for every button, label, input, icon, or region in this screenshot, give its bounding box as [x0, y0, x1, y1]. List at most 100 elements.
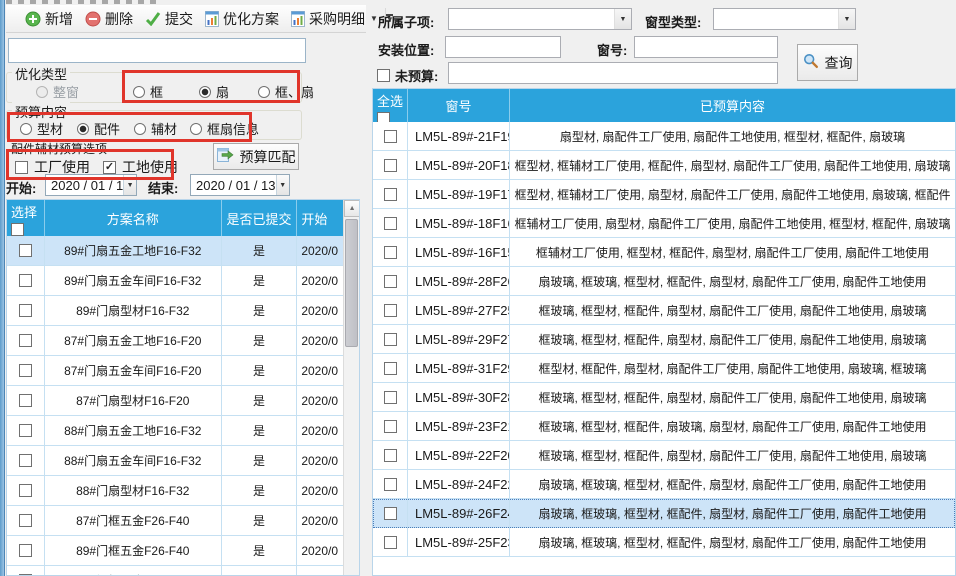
scrollbar-thumb[interactable]: [345, 219, 359, 347]
table-row-selected[interactable]: LM5L-89#-26F24 扇玻璃, 框玻璃, 框型材, 框配件, 扇型材, …: [373, 499, 955, 528]
table-row[interactable]: 87#门扇型材F16-F20 是 2020/0: [7, 386, 344, 416]
radio-profile[interactable]: 型材: [20, 119, 63, 138]
vertical-scrollbar[interactable]: ▲: [343, 200, 359, 575]
clipped-title-text: [6, 0, 156, 4]
table-row[interactable]: LM5L-89#-22F20 框玻璃, 框型材, 框配件, 扇型材, 扇配件工厂…: [373, 441, 955, 470]
radio-frame-sash[interactable]: 框、扇: [258, 82, 314, 101]
table-row[interactable]: 89#门框五金F26-F40 是 2020/0: [7, 536, 344, 566]
row-checkbox[interactable]: [383, 419, 397, 433]
plan-filter-input[interactable]: [8, 38, 306, 63]
budget-match-button[interactable]: 预算匹配: [213, 143, 299, 170]
select-all-checkbox[interactable]: [377, 112, 390, 122]
table-row[interactable]: LM5L-89#-16F15 框辅材工厂使用, 框型材, 框配件, 扇型材, 扇…: [373, 238, 955, 267]
chevron-down-icon[interactable]: ▼: [370, 14, 378, 23]
table-row[interactable]: LM5L-89#-29F27 框玻璃, 框型材, 框配件, 扇型材, 扇配件工厂…: [373, 325, 955, 354]
row-checkbox[interactable]: [383, 332, 397, 346]
row-checkbox[interactable]: [383, 535, 397, 549]
row-checkbox[interactable]: [18, 244, 32, 257]
row-checkbox[interactable]: [18, 574, 32, 575]
chevron-down-icon[interactable]: ▼: [275, 175, 289, 195]
table-row[interactable]: LM5L-89#-28F26 扇玻璃, 框玻璃, 框型材, 框配件, 扇型材, …: [373, 267, 955, 296]
sub-item-combo[interactable]: ▼: [448, 8, 632, 30]
unbudgeted-input[interactable]: [448, 62, 778, 84]
row-checkbox[interactable]: [18, 544, 32, 557]
radio-auxiliary[interactable]: 辅材: [134, 119, 177, 138]
window-type-combo[interactable]: ▼: [713, 8, 856, 30]
table-row[interactable]: LM5L-89#-27F25 框玻璃, 框型材, 框配件, 扇型材, 扇配件工厂…: [373, 296, 955, 325]
install-position-input[interactable]: [445, 36, 561, 58]
row-checkbox[interactable]: [383, 274, 397, 288]
optimize-plan-button[interactable]: 优化方案: [200, 7, 284, 31]
table-row[interactable]: LM5L-89#-23F21 框玻璃, 框型材, 框配件, 扇玻璃, 扇型材, …: [373, 412, 955, 441]
unbudgeted-checkbox[interactable]: 未预算:: [377, 66, 438, 85]
delete-label: 删除: [105, 10, 133, 27]
radio-frame-sash-info[interactable]: 框扇信息: [190, 119, 259, 138]
window-no-input[interactable]: [634, 36, 778, 58]
radio-sash[interactable]: 扇: [199, 82, 229, 101]
radio-accessory[interactable]: 配件: [77, 119, 120, 138]
table-row[interactable]: 89#门扇型材F16-F32 是 2020/0: [7, 296, 344, 326]
row-checkbox[interactable]: [383, 187, 397, 201]
row-checkbox[interactable]: [383, 158, 397, 172]
table-row[interactable]: LM5L-89#-24F22 扇玻璃, 框玻璃, 框型材, 框配件, 扇型材, …: [373, 470, 955, 499]
end-date-label: 结束:: [148, 181, 179, 196]
table-row[interactable]: LM5L-89#-30F28 框玻璃, 框型材, 框配件, 扇型材, 扇配件工厂…: [373, 383, 955, 412]
table-row[interactable]: LM5L-89#-21F19 扇型材, 扇配件工厂使用, 扇配件工地使用, 框型…: [373, 122, 955, 151]
row-checkbox[interactable]: [18, 334, 32, 347]
table-row[interactable]: LM5L-89#-25F23 扇玻璃, 框玻璃, 框型材, 框配件, 扇型材, …: [373, 528, 955, 557]
table-row[interactable]: LM5L-89#-20F18 框型材, 框辅材工厂使用, 框配件, 扇型材, 扇…: [373, 151, 955, 180]
table-row[interactable]: 88#门框五金F21-F40 是 2020/0: [7, 566, 344, 575]
query-button[interactable]: 查询: [797, 44, 858, 81]
table-row[interactable]: 89#门扇五金车间F16-F32 是 2020/0: [7, 266, 344, 296]
chevron-down-icon[interactable]: ▼: [614, 9, 631, 29]
start-date-picker[interactable]: 2020 / 01 / 1 ▼: [45, 174, 137, 196]
window-type-label: 窗型类型:: [645, 15, 702, 30]
report-icon: [291, 10, 305, 27]
toolbar-overflow-button[interactable]: ▼: [384, 7, 394, 30]
select-all-checkbox[interactable]: [11, 223, 24, 236]
add-button[interactable]: 新增: [20, 7, 78, 31]
table-row[interactable]: LM5L-89#-31F29 框型材, 框配件, 扇型材, 扇配件工厂使用, 扇…: [373, 354, 955, 383]
row-checkbox[interactable]: [18, 304, 32, 317]
end-date-picker[interactable]: 2020 / 01 / 13 ▼: [190, 174, 290, 196]
row-checkbox[interactable]: [18, 364, 32, 377]
chevron-down-icon[interactable]: ▼: [123, 175, 136, 195]
table-row[interactable]: 88#门扇型材F16-F32 是 2020/0: [7, 476, 344, 506]
table-row[interactable]: 87#门扇五金车间F16-F20 是 2020/0: [7, 356, 344, 386]
table-row[interactable]: LM5L-89#-18F16 框辅材工厂使用, 扇型材, 扇配件工厂使用, 扇配…: [373, 209, 955, 238]
row-checkbox[interactable]: [18, 394, 32, 407]
row-checkbox[interactable]: [18, 514, 32, 527]
table-row[interactable]: LM5L-89#-19F17 框型材, 框辅材工厂使用, 扇型材, 扇配件工厂使…: [373, 180, 955, 209]
row-checkbox[interactable]: [18, 424, 32, 437]
row-checkbox[interactable]: [18, 484, 32, 497]
row-checkbox[interactable]: [383, 448, 397, 462]
row-checkbox[interactable]: [18, 454, 32, 467]
site-use-checkbox[interactable]: 工地使用: [103, 157, 178, 177]
delete-button[interactable]: 删除: [80, 7, 138, 31]
checkbox-icon: [15, 160, 28, 174]
radio-whole-window[interactable]: 整窗: [36, 82, 79, 101]
table-row[interactable]: 87#门框五金F26-F40 是 2020/0: [7, 506, 344, 536]
submit-button[interactable]: 提交: [140, 7, 198, 31]
purchase-detail-button[interactable]: 采购明细 ▼: [286, 7, 383, 31]
plan-name-header: 方案名称: [45, 200, 222, 236]
select-header-label: 选择: [11, 205, 38, 220]
row-checkbox[interactable]: [383, 216, 397, 230]
radio-frame[interactable]: 框: [133, 82, 163, 101]
table-row[interactable]: 89#门扇五金工地F16-F32 是 2020/0: [7, 236, 344, 266]
row-checkbox[interactable]: [383, 390, 397, 404]
row-checkbox[interactable]: [18, 274, 32, 287]
row-checkbox[interactable]: [383, 303, 397, 317]
docked-panel-strip[interactable]: [0, 0, 5, 576]
factory-use-checkbox[interactable]: 工厂使用: [15, 157, 90, 177]
table-row[interactable]: 88#门扇五金工地F16-F32 是 2020/0: [7, 416, 344, 446]
row-checkbox[interactable]: [383, 245, 397, 259]
scroll-up-arrow-icon[interactable]: ▲: [344, 200, 359, 217]
table-row[interactable]: 87#门扇五金工地F16-F20 是 2020/0: [7, 326, 344, 356]
table-row[interactable]: 88#门扇五金车间F16-F32 是 2020/0: [7, 446, 344, 476]
row-checkbox[interactable]: [383, 361, 397, 375]
row-checkbox[interactable]: [383, 506, 397, 520]
row-checkbox[interactable]: [383, 477, 397, 491]
chevron-down-icon[interactable]: ▼: [838, 9, 855, 29]
row-checkbox[interactable]: [383, 129, 397, 143]
